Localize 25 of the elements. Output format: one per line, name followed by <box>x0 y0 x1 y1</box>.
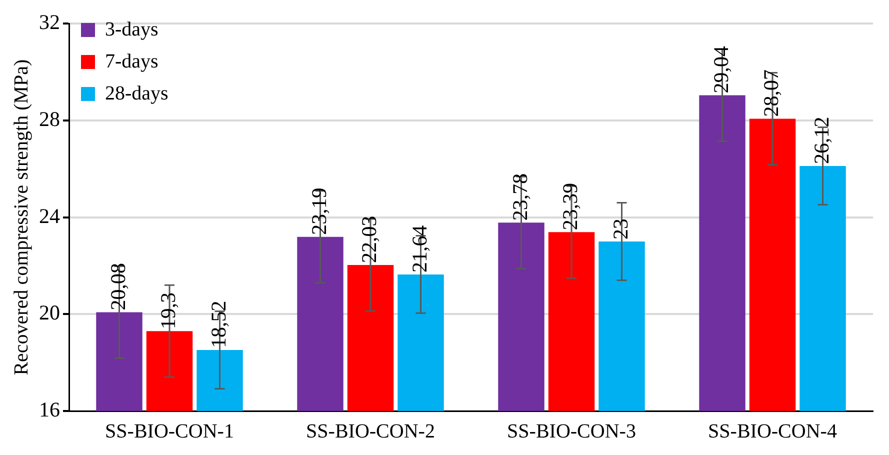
y-tick-label: 28 <box>39 106 60 131</box>
data-label: 19,3 <box>156 292 180 330</box>
x-tick-label: SS-BIO-CON-1 <box>105 420 234 442</box>
data-label: 20,08 <box>106 262 130 310</box>
data-label: 29,04 <box>708 46 733 94</box>
y-axis-title: Recovered compressive strength (MPa) <box>10 59 32 376</box>
data-label: 23,78 <box>508 173 532 221</box>
data-label: 23 <box>608 218 632 240</box>
y-tick-label: 24 <box>39 204 60 228</box>
x-tick-label: SS-BIO-CON-4 <box>708 420 837 442</box>
y-tick-label: 32 <box>39 10 60 34</box>
data-label: 23,19 <box>306 188 331 235</box>
data-label: 21,64 <box>407 224 432 272</box>
x-tick-label: SS-BIO-CON-2 <box>306 420 435 442</box>
data-label: 18,52 <box>206 300 230 348</box>
data-label: 28,07 <box>759 70 784 117</box>
x-tick-label: SS-BIO-CON-3 <box>507 420 636 442</box>
data-label: 23,39 <box>558 182 582 230</box>
legend-label: 7-days <box>105 50 159 72</box>
data-label: 26,12 <box>809 116 834 164</box>
data-label: 22,03 <box>357 216 382 263</box>
y-tick-label: 16 <box>39 398 60 422</box>
y-tick-label: 20 <box>39 300 60 325</box>
legend-label: 3-days <box>105 18 159 40</box>
legend-label: 28-days <box>105 82 169 104</box>
